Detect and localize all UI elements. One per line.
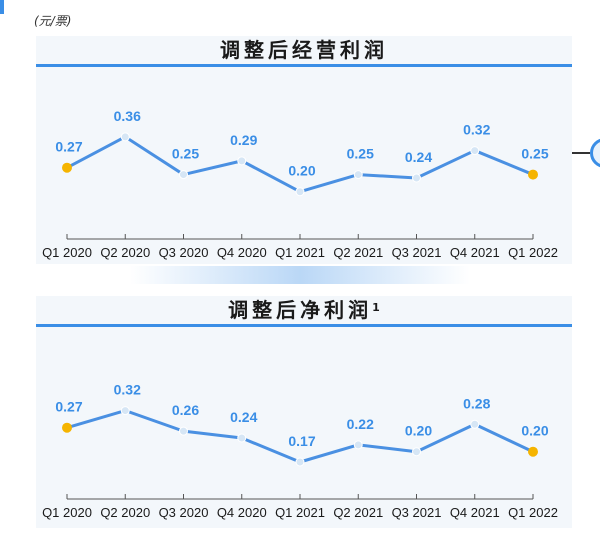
- data-point: [295, 457, 305, 467]
- data-label: 0.25: [521, 146, 548, 162]
- net-profit-line-chart: 0.27 0.32 0.26 0.24 0.17 0.22 0.20 0.28 0.20 Q1 2…: [42, 382, 558, 520]
- data-point: [179, 426, 188, 436]
- data-point: [120, 132, 130, 142]
- title-underline: [36, 324, 572, 327]
- data-point: [237, 433, 247, 443]
- data-label: 0.32: [114, 382, 141, 398]
- data-label: 0.29: [230, 132, 257, 148]
- data-label: 0.36: [114, 108, 141, 124]
- panel-connector: [130, 266, 470, 284]
- data-point: [62, 162, 72, 173]
- x-tick-label: Q3 2020: [159, 505, 209, 520]
- data-point: [295, 187, 305, 197]
- data-label: 0.27: [55, 139, 82, 155]
- x-tick-label: Q1 2022: [508, 505, 558, 520]
- corner-accent-bar: [0, 0, 4, 14]
- x-tick-label: Q4 2021: [450, 505, 500, 520]
- data-point: [528, 446, 538, 457]
- chart-title-text: 调整后净利润: [228, 298, 373, 322]
- data-label: 0.24: [230, 409, 257, 425]
- chart-title: 调整后净利润1: [36, 296, 572, 324]
- x-tick-label: Q1 2020: [42, 505, 92, 520]
- chart-title-text: 调整后经营利润: [220, 38, 388, 62]
- data-label: 0.20: [521, 423, 548, 439]
- data-label: 0.28: [463, 395, 490, 411]
- data-label: 0.25: [172, 146, 199, 162]
- x-tick-label: Q1 2022: [508, 245, 558, 260]
- data-label: 0.27: [55, 399, 82, 415]
- data-label: 0.25: [347, 146, 374, 162]
- data-point: [412, 173, 421, 183]
- data-point: [528, 169, 538, 180]
- data-label: 0.20: [288, 163, 315, 179]
- x-tick-label: Q2 2021: [333, 245, 383, 260]
- x-tick-label: Q1 2020: [42, 245, 92, 260]
- net-profit-panel: 调整后净利润1 0.27 0.32 0.26 0.24 0.17 0.22 0.20 0.28…: [36, 296, 572, 528]
- x-tick-label: Q1 2021: [275, 505, 325, 520]
- chart-title: 调整后经营利润: [36, 36, 572, 64]
- title-footnote-marker: 1: [372, 301, 380, 314]
- data-label: 0.26: [172, 402, 199, 418]
- x-tick-label: Q4 2020: [217, 505, 267, 520]
- data-label: 0.20: [405, 423, 432, 439]
- data-label: 0.17: [288, 433, 315, 449]
- data-point: [353, 440, 363, 450]
- x-tick-label: Q4 2021: [450, 245, 500, 260]
- data-label: 0.32: [463, 122, 490, 138]
- x-tick-label: Q3 2020: [159, 245, 209, 260]
- data-point: [237, 156, 247, 166]
- data-label: 0.22: [347, 416, 374, 432]
- x-tick-label: Q1 2021: [275, 245, 325, 260]
- x-tick-label: Q2 2020: [100, 245, 150, 260]
- data-point: [120, 406, 130, 416]
- callout-line: [572, 152, 590, 154]
- unit-note: (元/票): [34, 14, 72, 28]
- x-tick-label: Q4 2020: [217, 245, 267, 260]
- x-tick-label: Q2 2021: [333, 505, 383, 520]
- data-point: [470, 419, 480, 429]
- x-tick-label: Q2 2020: [100, 505, 150, 520]
- data-point: [179, 170, 188, 180]
- data-point: [412, 447, 421, 457]
- operating-profit-panel: 调整后经营利润 0.27 0.36 0.25 0.29 0.20 0.25 0.24 0.32…: [36, 36, 572, 264]
- operating-profit-line-chart: 0.27 0.36 0.25 0.29 0.20 0.25 0.24 0.32 0.25 Q1 2…: [42, 108, 558, 260]
- callout-circle: [590, 138, 600, 168]
- title-underline: [36, 64, 572, 67]
- data-point: [470, 146, 480, 156]
- x-tick-label: Q3 2021: [392, 245, 442, 260]
- data-point: [353, 170, 363, 180]
- data-point: [62, 422, 72, 433]
- x-tick-label: Q3 2021: [392, 505, 442, 520]
- data-label: 0.24: [405, 149, 432, 165]
